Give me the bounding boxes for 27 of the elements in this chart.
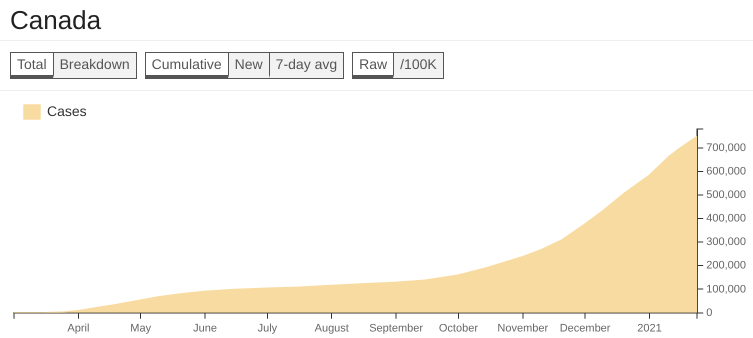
x-tick-label: 2021 bbox=[637, 322, 662, 334]
chart-title: Canada bbox=[0, 0, 753, 41]
text: Total bbox=[11, 53, 53, 78]
y-tick-label: 500,000 bbox=[706, 189, 746, 202]
x-tick-label: December bbox=[560, 322, 611, 334]
x-tick-label: September bbox=[369, 322, 424, 334]
y-tick-label: 200,000 bbox=[706, 260, 746, 272]
y-tick-label: 100,000 bbox=[706, 283, 746, 296]
text: Raw bbox=[353, 53, 394, 78]
y-tick-label: 300,000 bbox=[706, 236, 746, 248]
legend-label: Cases bbox=[47, 102, 87, 119]
x-tick-label: May bbox=[130, 322, 152, 334]
x-tick-label: November bbox=[497, 322, 548, 334]
x-tick-label: April bbox=[67, 322, 90, 334]
text: 7-day avg bbox=[268, 53, 344, 78]
x-tick-label: August bbox=[314, 322, 349, 334]
y-tick-label: 400,000 bbox=[706, 212, 746, 225]
x-tick-label: June bbox=[193, 322, 217, 334]
text: /100K bbox=[393, 53, 443, 78]
text: Cumulative bbox=[146, 53, 228, 78]
text: New bbox=[228, 53, 269, 78]
x-tick-label: July bbox=[258, 322, 278, 334]
y-tick-label: 0 bbox=[706, 306, 712, 319]
y-tick-label: 600,000 bbox=[706, 165, 746, 178]
y-tick-label: 700,000 bbox=[706, 142, 746, 154]
text: Breakdown bbox=[52, 53, 136, 78]
x-tick-label: October bbox=[438, 322, 478, 334]
